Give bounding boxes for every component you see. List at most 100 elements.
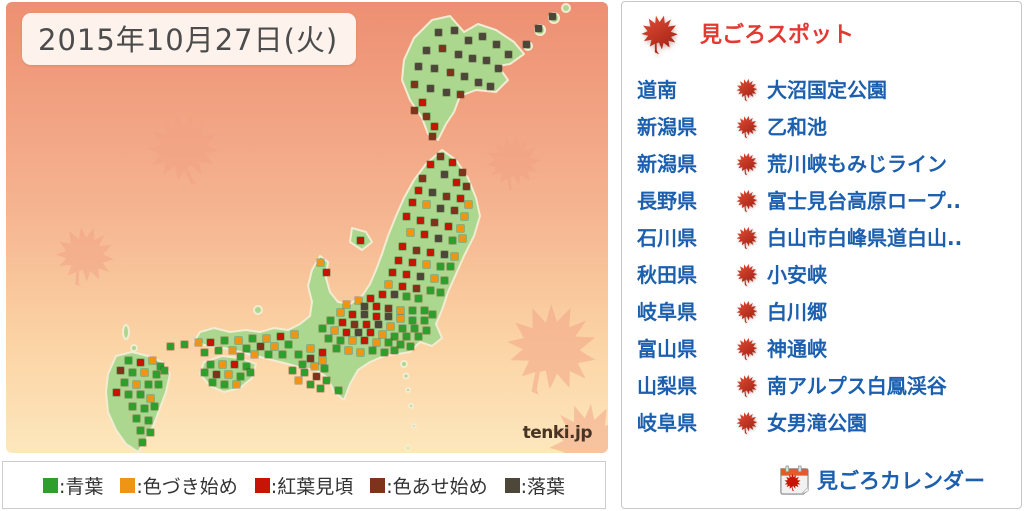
spot-name-link[interactable]: 女男滝公園 [767, 411, 867, 435]
foliage-dot [387, 323, 394, 330]
foliage-dot [429, 189, 436, 196]
spot-row: 岐阜県 女男滝公園 [622, 403, 1021, 440]
maple-leaf-icon [734, 299, 760, 323]
foliage-dot [295, 377, 302, 384]
foliage-dot [421, 307, 428, 314]
foliage-dot [397, 315, 404, 322]
foliage-dot [409, 307, 416, 314]
spot-region-link[interactable]: 石川県 [637, 226, 697, 250]
foliage-dot [443, 193, 450, 200]
foliage-dot [419, 99, 426, 106]
foliage-dot [213, 371, 220, 378]
foliage-dot [431, 123, 438, 130]
foliage-dot [449, 159, 456, 166]
foliage-dot [257, 343, 264, 350]
foliage-dot [421, 317, 428, 324]
calendar-maple-icon [780, 465, 809, 495]
foliage-dot [121, 379, 128, 386]
spot-region-link[interactable]: 道南 [637, 78, 677, 102]
spot-row: 山梨県 南アルプス白鳳渓谷 [622, 366, 1021, 403]
spot-name-link[interactable]: 乙和池 [767, 115, 827, 139]
foliage-dot [457, 195, 464, 202]
legend-label: :落葉 [520, 475, 566, 498]
legend-color-swatch [504, 477, 520, 493]
foliage-dot [361, 303, 368, 310]
foliage-dot [137, 427, 144, 434]
foliage-dot [249, 335, 256, 342]
migoro-calendar-link[interactable]: 見ごろカレンダー [778, 464, 985, 495]
foliage-dot [381, 349, 388, 356]
foliage-dot [155, 381, 162, 388]
spot-name-link[interactable]: 白川郷 [767, 300, 827, 324]
spot-region-link[interactable]: 長野県 [637, 189, 697, 213]
spot-row: 新潟県 乙和池 [622, 107, 1021, 144]
foliage-dot [413, 285, 420, 292]
foliage-dot [117, 367, 124, 374]
spot-name-link[interactable]: 富士見台高原ロープ.. [767, 189, 961, 213]
legend-label: :青葉 [58, 475, 104, 498]
foliage-dot [429, 311, 436, 318]
spot-region-link[interactable]: 岐阜県 [637, 411, 697, 435]
foliage-dot [373, 339, 380, 346]
spot-name-link[interactable]: 白山市白峰県道白山.. [767, 226, 963, 250]
foliage-dot [141, 405, 148, 412]
foliage-dot [319, 357, 326, 364]
foliage-dot [437, 153, 444, 160]
spot-region-link[interactable]: 新潟県 [637, 115, 697, 139]
spot-row: 秋田県 小安峡 [622, 255, 1021, 292]
spot-region-link[interactable]: 岐阜県 [637, 300, 697, 324]
foliage-dot [219, 361, 226, 368]
foliage-dot [399, 283, 406, 290]
foliage-dot [495, 65, 502, 72]
legend-color-swatch [42, 477, 58, 493]
foliage-dot [413, 247, 420, 254]
legend-item: :紅葉見頃 [254, 472, 353, 499]
foliage-dot [407, 343, 414, 350]
spot-name-link[interactable]: 小安峡 [767, 263, 827, 287]
foliage-dot [415, 63, 422, 70]
maple-leaf-icon [638, 12, 682, 54]
foliage-dot [337, 309, 344, 316]
panel-title: 見ごろスポット [700, 23, 855, 48]
foliage-dot [403, 293, 410, 300]
foliage-dot [339, 319, 346, 326]
foliage-dot [251, 351, 258, 358]
spot-region-link[interactable]: 秋田県 [637, 263, 697, 287]
foliage-status-dots [6, 2, 608, 453]
spot-name-link[interactable]: 神通峡 [767, 337, 827, 361]
foliage-dot [349, 311, 356, 318]
foliage-dot [243, 345, 250, 352]
migoro-spots-panel: 見ごろスポット 道南 大沼国定公園 新潟県 乙和池 新潟県 荒川峡もみじライン … [621, 1, 1022, 509]
foliage-dot [423, 201, 430, 208]
foliage-dot [447, 263, 454, 270]
foliage-dot [445, 223, 452, 230]
foliage-dot [439, 45, 446, 52]
foliage-dot [235, 337, 242, 344]
spot-name-link[interactable]: 南アルプス白鳳渓谷 [767, 374, 947, 398]
date-label: 2015年10月27日(火) [22, 13, 357, 65]
spot-region-link[interactable]: 山梨県 [637, 374, 697, 398]
foliage-dot [457, 91, 464, 98]
spot-name-link[interactable]: 荒川峡もみじライン [767, 152, 947, 176]
foliage-dot [403, 271, 410, 278]
foliage-dot [325, 335, 332, 342]
foliage-dot [415, 295, 422, 302]
foliage-dot [147, 395, 154, 402]
foliage-dot [415, 333, 422, 340]
foliage-dot [137, 391, 144, 398]
spot-region-link[interactable]: 富山県 [637, 337, 697, 361]
spot-region-link[interactable]: 新潟県 [637, 152, 697, 176]
foliage-dot [301, 369, 308, 376]
foliage-dot [295, 351, 302, 358]
spot-row: 石川県 白山市白峰県道白山.. [622, 218, 1021, 255]
spot-row: 長野県 富士見台高原ロープ.. [622, 181, 1021, 218]
foliage-dot [363, 321, 370, 328]
foliage-dot [493, 41, 500, 48]
foliage-dot [441, 171, 448, 178]
foliage-dot [451, 207, 458, 214]
spot-name-link[interactable]: 大沼国定公園 [767, 78, 887, 102]
maple-leaf-icon [734, 114, 760, 138]
maple-leaf-icon [734, 336, 760, 360]
calendar-link-label: 見ごろカレンダー [817, 468, 985, 493]
foliage-dot [355, 329, 362, 336]
